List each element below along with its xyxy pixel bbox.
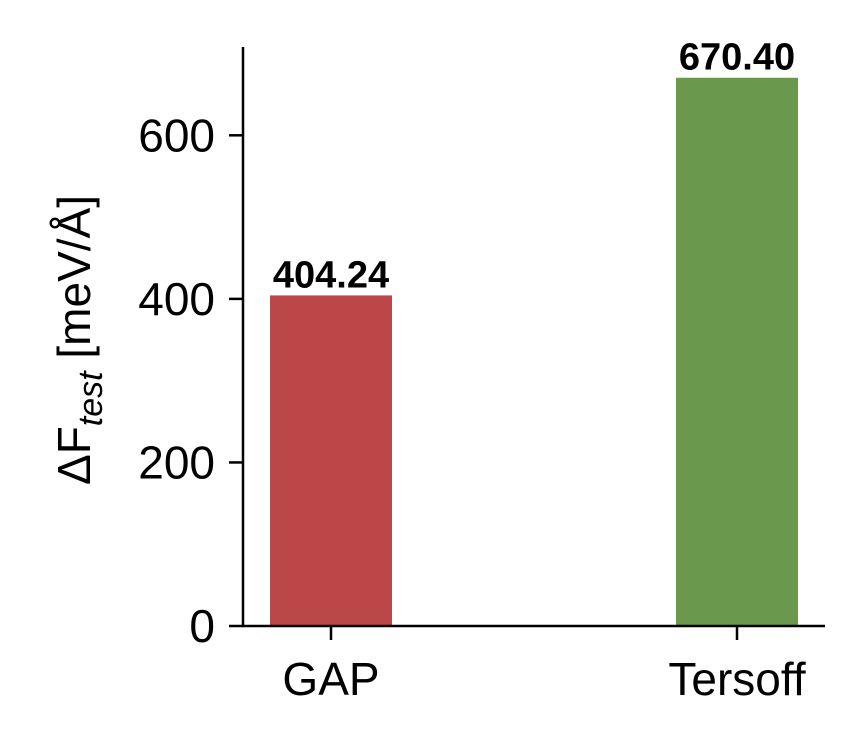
- y-tick-label: 0: [189, 600, 215, 652]
- y-axis-label: ΔFtest [meV/Å]: [48, 195, 110, 485]
- bar-tersoff: [676, 77, 798, 627]
- x-tick-label: Tersoff: [668, 653, 805, 705]
- value-label: 670.40: [679, 37, 795, 79]
- value-label: 404.24: [273, 254, 389, 296]
- y-tick-label: 400: [138, 273, 215, 325]
- bar-gap: [270, 295, 392, 626]
- y-tick-label: 600: [138, 109, 215, 161]
- x-tick-label: GAP: [282, 653, 379, 705]
- y-tick-label: 200: [138, 436, 215, 488]
